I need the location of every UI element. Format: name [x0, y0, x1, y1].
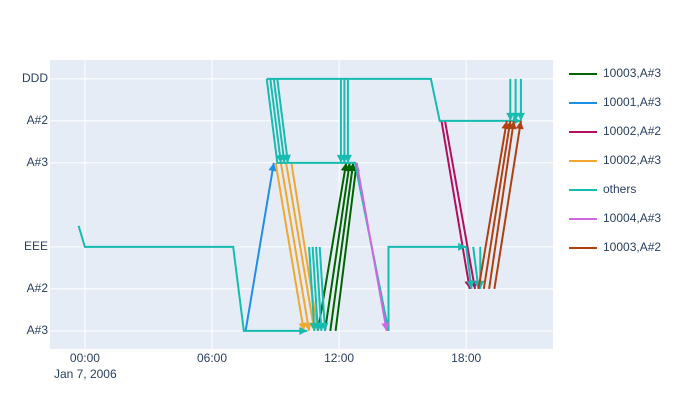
arrowhead — [506, 112, 515, 121]
legend-label: 10003,A#2 — [603, 240, 661, 254]
legend-label: 10004,A#3 — [603, 211, 661, 225]
arrowhead — [458, 242, 467, 251]
legend-label: others — [603, 182, 636, 196]
series-line — [355, 162, 388, 332]
x-tick-label: 00:00 — [70, 351, 100, 365]
arrowhead — [381, 322, 390, 331]
arrowhead — [515, 120, 524, 130]
y-tick-label: EEE — [24, 239, 48, 253]
legend-label: 10001,A#3 — [603, 95, 661, 109]
x-tick-label: 06:00 — [197, 351, 227, 365]
legend-label: 10002,A#3 — [603, 153, 661, 167]
arrowhead — [476, 280, 485, 289]
x-tick-label: 12:00 — [324, 351, 354, 365]
legend-label: 10003,A#3 — [603, 66, 661, 80]
arrowhead — [320, 322, 329, 331]
series-line — [316, 162, 358, 332]
series-line — [274, 162, 319, 332]
arrowhead — [511, 112, 520, 121]
x-date-label: Jan 7, 2006 — [54, 367, 117, 381]
series-line — [77, 77, 522, 332]
y-tick-label: DDD — [22, 71, 48, 85]
series-line — [440, 120, 476, 290]
arrowhead — [508, 120, 517, 130]
arrowhead — [282, 154, 291, 163]
arrowhead — [343, 154, 352, 163]
y-tick-label: A#2 — [27, 113, 49, 127]
arrowhead — [299, 326, 308, 335]
series-line — [244, 162, 275, 332]
plot-area — [50, 60, 553, 349]
arrowhead — [466, 280, 475, 289]
series-line — [477, 120, 522, 290]
x-tick-label: 18:00 — [451, 351, 481, 365]
y-tick-label: A#2 — [27, 281, 49, 295]
legend-label: 10002,A#2 — [603, 124, 661, 138]
arrowhead — [516, 112, 525, 121]
arrowhead — [268, 162, 277, 172]
y-tick-label: A#3 — [27, 323, 49, 337]
y-tick-label: A#3 — [27, 155, 49, 169]
